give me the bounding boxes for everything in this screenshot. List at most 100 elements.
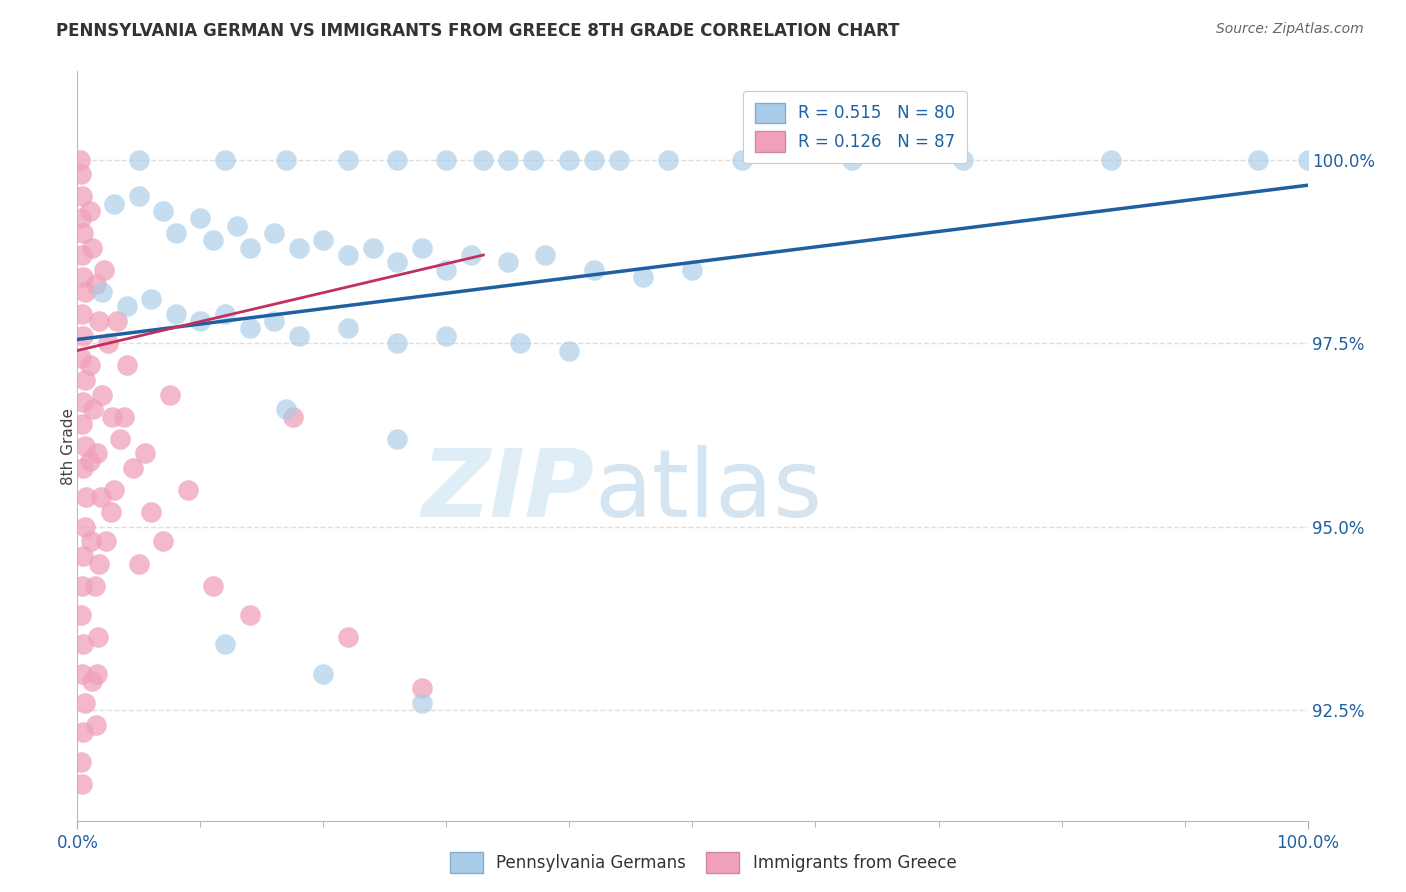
Point [841, 153, 863, 167]
Point [239, 241, 262, 255]
Point [1247, 153, 1270, 167]
Legend: Pennsylvania Germans, Immigrants from Greece: Pennsylvania Germans, Immigrants from Gr… [443, 846, 963, 880]
Point [558, 343, 581, 358]
Point [226, 219, 249, 233]
Point [80, 534, 103, 549]
Point [214, 153, 236, 167]
Y-axis label: 8th Grade: 8th Grade [62, 408, 76, 484]
Point [87, 630, 110, 644]
Point [276, 402, 298, 417]
Point [239, 607, 262, 622]
Point [89, 557, 111, 571]
Point [731, 153, 754, 167]
Text: Source: ZipAtlas.com: Source: ZipAtlas.com [1216, 22, 1364, 37]
Point [79, 358, 101, 372]
Point [134, 446, 156, 460]
Point [128, 189, 150, 203]
Point [70, 578, 93, 592]
Point [385, 336, 409, 351]
Point [105, 314, 128, 328]
Point [121, 461, 143, 475]
Point [83, 578, 105, 592]
Point [72, 226, 94, 240]
Point [436, 262, 458, 277]
Point [952, 153, 974, 167]
Point [385, 153, 409, 167]
Point [436, 328, 458, 343]
Point [70, 755, 93, 769]
Point [73, 520, 96, 534]
Point [263, 226, 285, 240]
Point [73, 696, 96, 710]
Point [607, 153, 630, 167]
Point [72, 549, 94, 564]
Point [337, 321, 360, 335]
Point [337, 248, 360, 262]
Point [312, 233, 335, 247]
Point [103, 483, 125, 497]
Point [583, 153, 606, 167]
Point [79, 453, 101, 467]
Point [141, 292, 163, 306]
Point [534, 248, 557, 262]
Point [72, 270, 94, 285]
Point [90, 491, 112, 505]
Point [70, 248, 93, 262]
Point [115, 300, 138, 314]
Point [509, 336, 531, 351]
Point [288, 241, 311, 255]
Text: PENNSYLVANIA GERMAN VS IMMIGRANTS FROM GREECE 8TH GRADE CORRELATION CHART: PENNSYLVANIA GERMAN VS IMMIGRANTS FROM G… [56, 22, 900, 40]
Point [522, 153, 544, 167]
Point [70, 607, 93, 622]
Point [115, 358, 138, 372]
Point [460, 248, 482, 262]
Point [288, 328, 311, 343]
Point [69, 153, 91, 167]
Point [1296, 153, 1319, 167]
Point [70, 417, 93, 431]
Point [152, 203, 174, 218]
Point [411, 696, 433, 710]
Point [86, 446, 108, 460]
Point [70, 777, 93, 791]
Point [385, 432, 409, 446]
Point [276, 153, 298, 167]
Point [188, 211, 212, 226]
Point [411, 241, 433, 255]
Point [472, 153, 495, 167]
Point [337, 153, 360, 167]
Point [75, 491, 97, 505]
Legend: R = 0.515   N = 80, R = 0.126   N = 87: R = 0.515 N = 80, R = 0.126 N = 87 [744, 91, 967, 163]
Point [281, 409, 304, 424]
Point [70, 167, 93, 181]
Point [214, 307, 236, 321]
Text: atlas: atlas [595, 445, 823, 537]
Point [97, 336, 120, 351]
Point [73, 439, 96, 453]
Point [1099, 153, 1122, 167]
Point [86, 666, 108, 681]
Point [90, 285, 114, 299]
Point [72, 725, 94, 739]
Point [89, 314, 111, 328]
Point [72, 328, 94, 343]
Point [682, 262, 704, 277]
Point [263, 314, 285, 328]
Point [361, 241, 384, 255]
Point [496, 255, 519, 269]
Point [73, 285, 96, 299]
Point [201, 578, 224, 592]
Point [657, 153, 679, 167]
Point [70, 666, 93, 681]
Point [141, 505, 163, 519]
Point [82, 402, 104, 417]
Point [112, 409, 135, 424]
Point [110, 432, 132, 446]
Point [73, 373, 96, 387]
Point [214, 637, 236, 651]
Point [72, 461, 94, 475]
Point [411, 681, 433, 696]
Point [177, 483, 200, 497]
Point [82, 674, 104, 689]
Point [558, 153, 581, 167]
